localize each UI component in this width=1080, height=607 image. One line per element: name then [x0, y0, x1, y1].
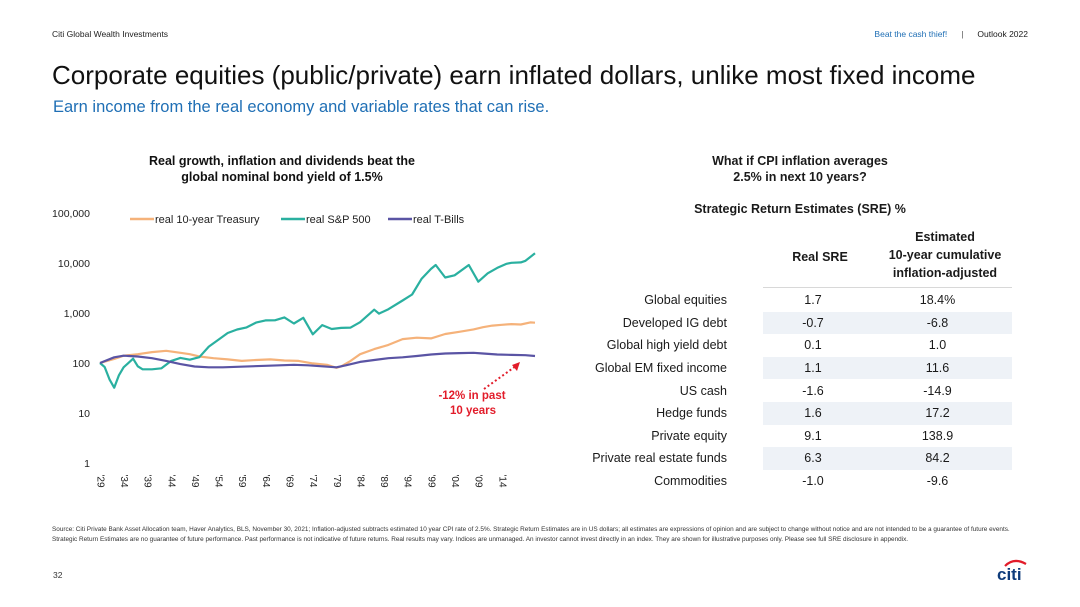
y-tick-label: 10	[78, 408, 90, 420]
x-tick-label: '79	[331, 474, 342, 487]
row-label: Global EM fixed income	[594, 361, 727, 376]
table-row: Hedge funds 1.6 17.2	[585, 401, 1012, 425]
citi-logo: citi	[997, 559, 1027, 582]
row-label: US cash	[679, 383, 727, 398]
top-bar: Citi Global Wealth Investments Beat the …	[52, 29, 1028, 43]
cumulative-value: -9.6	[926, 474, 949, 489]
column-header-cumulative-line-2: 10-year cumulative	[888, 248, 1002, 262]
cumulative-value: -14.9	[923, 383, 952, 398]
header-divider	[763, 287, 1012, 288]
x-tick-label: '49	[189, 474, 200, 487]
real-sre-value: 1.7	[804, 293, 822, 308]
annotation-text-line-2: 10 years	[450, 405, 496, 417]
real-sre-value: 1.1	[763, 356, 863, 380]
real-sre-value: -1.0	[802, 474, 824, 489]
cumulative-value: -6.8	[863, 311, 1012, 335]
source-footnote: Source: Citi Private Bank Asset Allocati…	[52, 526, 1010, 543]
outlook-label: Outlook 2022	[977, 29, 1028, 39]
row-label: Developed IG debt	[622, 315, 727, 330]
x-tick-label: '59	[236, 474, 247, 487]
real-sre-value: -0.7	[763, 311, 863, 335]
x-tick-label: '99	[425, 474, 436, 487]
table-row: Commodities -1.0 -9.6	[585, 470, 1012, 493]
y-tick-label: 1,000	[64, 308, 90, 320]
x-tick-label: '84	[354, 474, 365, 487]
beat-the-cash-thief-link[interactable]: Beat the cash thief!	[874, 29, 948, 39]
nav-separator: |	[961, 29, 964, 39]
real-sre-value: -1.6	[802, 383, 824, 398]
cumulative-value: 84.2	[863, 447, 1012, 470]
citi-logo-text: citi	[997, 565, 1022, 582]
x-tick-label: '69	[283, 474, 294, 487]
chart-title-line-2: global nominal bond yield of 1.5%	[181, 170, 383, 184]
table-row: US cash -1.6 -14.9	[585, 379, 1012, 402]
citi-logo-arc	[1004, 559, 1027, 567]
real-sre-value: 0.1	[804, 338, 822, 353]
x-tick-label: '64	[260, 474, 271, 487]
x-tick-label: '29	[94, 474, 105, 487]
annotation-arrow-head	[512, 362, 520, 371]
row-label: Global high yield debt	[606, 338, 727, 353]
top-right-nav: Beat the cash thief! | Outlook 2022	[874, 29, 1028, 39]
column-header-cumulative-line-1: Estimated	[915, 230, 975, 244]
x-tick-label: '94	[402, 474, 413, 487]
cumulative-value: 11.6	[863, 356, 1012, 380]
row-label: Global equities	[644, 293, 727, 308]
x-tick-label: '74	[307, 474, 318, 487]
column-header-cumulative: Estimated 10-year cumulative inflation-a…	[878, 228, 1012, 282]
real-sre-value: 6.3	[763, 447, 863, 470]
table-row: Private real estate funds 6.3 84.2	[585, 447, 1012, 470]
inflation-question: What if CPI inflation averages 2.5% in n…	[660, 153, 940, 185]
column-header-real-sre: Real SRE	[792, 250, 848, 264]
legend-label: real 10-year Treasury	[155, 214, 260, 226]
annotation-text-line-1: -12% in past	[438, 390, 505, 402]
cumulative-value: 1.0	[928, 338, 947, 353]
y-tick-label: 100,000	[52, 208, 90, 220]
page-title: Corporate equities (public/private) earn…	[52, 60, 976, 90]
column-header-cumulative-line-3: inflation-adjusted	[892, 266, 998, 280]
row-label: Private real estate funds	[592, 451, 727, 466]
annotation-arrow-line	[483, 365, 517, 390]
series-line	[99, 252, 536, 389]
sre-table-title: Strategic Return Estimates (SRE) %	[694, 202, 906, 216]
x-tick-label: '39	[142, 474, 153, 487]
x-tick-label: '34	[118, 474, 129, 487]
legend-label: real T-Bills	[413, 214, 465, 226]
table-row: Global EM fixed income 1.1 11.6	[585, 356, 1012, 380]
x-tick-label: '09	[473, 474, 484, 487]
x-tick-label: '44	[165, 474, 176, 487]
page-number: 32	[53, 570, 63, 580]
x-tick-label: '14	[496, 474, 507, 487]
brand-name: Citi Global Wealth Investments	[52, 29, 169, 39]
table-row: Developed IG debt -0.7 -6.8	[585, 311, 1012, 335]
legend-label: real S&P 500	[306, 214, 371, 226]
row-label: Hedge funds	[656, 406, 727, 421]
chart-title: Real growth, inflation and dividends bea…	[112, 153, 452, 185]
cumulative-value: 17.2	[863, 401, 1012, 425]
x-tick-label: '89	[378, 474, 389, 487]
table-row: Global high yield debt 0.1 1.0	[585, 334, 1012, 357]
question-line-2: 2.5% in next 10 years?	[733, 170, 867, 184]
x-tick-label: '54	[213, 474, 224, 487]
question-line-1: What if CPI inflation averages	[712, 154, 888, 168]
y-tick-label: 1	[84, 458, 90, 470]
page-subtitle: Earn income from the real economy and va…	[53, 98, 550, 116]
cumulative-value: 18.4%	[919, 293, 956, 308]
y-tick-label: 10,000	[58, 258, 90, 270]
x-tick-label: '04	[449, 474, 460, 487]
table-row: Private equity 9.1 138.9	[585, 425, 1012, 448]
cumulative-value: 138.9	[921, 428, 954, 443]
row-label: Commodities	[654, 474, 727, 489]
series-line	[99, 351, 536, 369]
table-row: Global equities 1.7 18.4%	[585, 289, 1012, 312]
real-sre-value: 1.6	[763, 401, 863, 425]
row-label: Private equity	[651, 428, 727, 443]
line-chart: 100,000 10,000 1,000 100 10 1 '29 '34 '39 '44 '49 '…	[52, 208, 536, 488]
chart-title-line-1: Real growth, inflation and dividends bea…	[149, 154, 415, 168]
real-sre-value: 9.1	[804, 428, 822, 443]
y-tick-label: 100	[72, 358, 90, 370]
sre-table: Global equities 1.7 18.4% Developed IG debt…	[585, 289, 1012, 492]
